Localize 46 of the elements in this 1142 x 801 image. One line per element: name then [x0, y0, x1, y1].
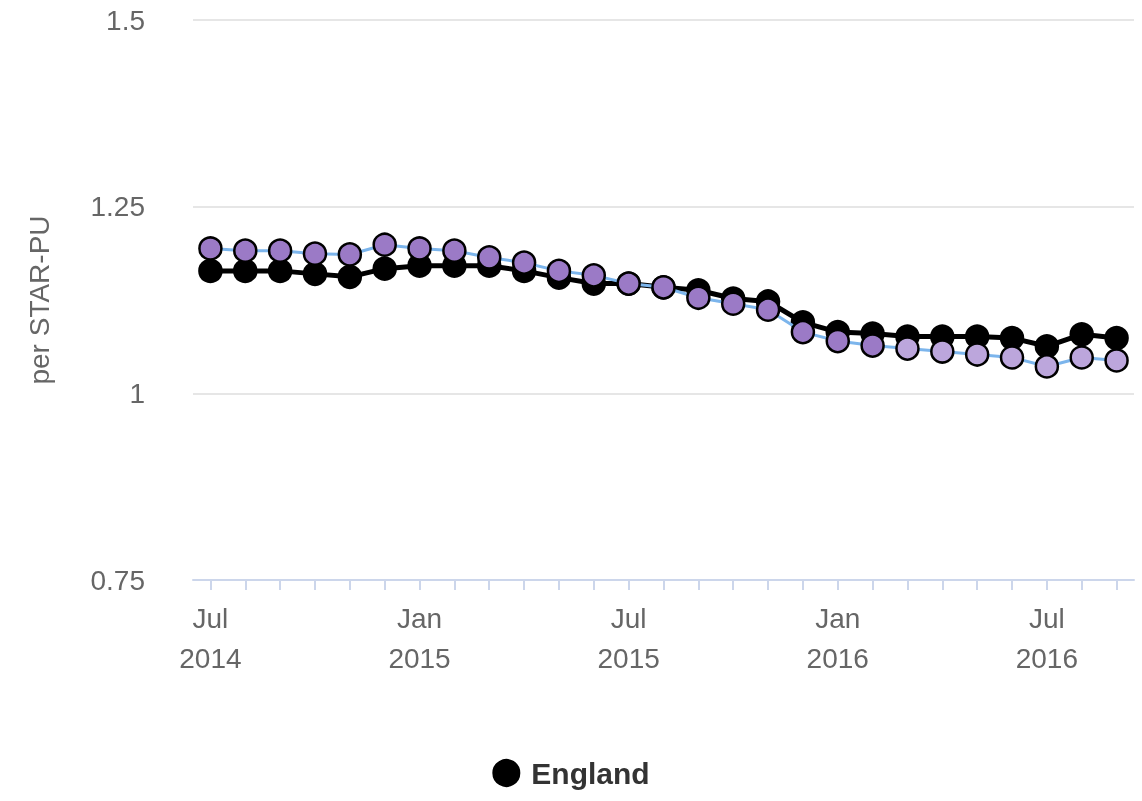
point	[233, 258, 258, 284]
point	[1034, 354, 1060, 379]
x-tick-label: Jul 2015	[597, 602, 660, 674]
point	[1069, 345, 1094, 370]
point	[1104, 348, 1129, 373]
x-tick-label: Jul 2014	[179, 602, 242, 674]
point	[477, 245, 502, 270]
point	[581, 263, 607, 288]
point	[860, 333, 885, 358]
y-tick-label: 1.5	[106, 4, 145, 36]
point	[198, 258, 223, 284]
point	[372, 256, 397, 281]
y-tick-label: 1.25	[90, 191, 145, 223]
point	[302, 261, 328, 287]
point	[442, 238, 467, 263]
point	[1069, 322, 1094, 347]
point	[964, 342, 990, 367]
x-tick-label: Jan 2016	[806, 602, 869, 674]
point	[267, 258, 293, 284]
point	[198, 236, 223, 261]
point	[790, 319, 816, 345]
x-tick-label: Jul 2016	[1015, 602, 1079, 674]
point	[267, 238, 293, 263]
point	[720, 291, 746, 316]
y-tick-label: 1	[129, 377, 145, 409]
point	[407, 236, 432, 261]
y-tick-label: 0.75	[90, 564, 145, 596]
point	[372, 232, 397, 257]
point	[233, 238, 258, 263]
point	[999, 345, 1025, 370]
point	[686, 285, 711, 310]
y-axis-title: per STAR-PU	[23, 215, 55, 385]
x-tick-label: Jan 2015	[388, 602, 451, 674]
point	[511, 250, 537, 275]
point	[302, 241, 328, 266]
point	[999, 325, 1025, 351]
point	[1034, 334, 1060, 359]
point	[1104, 325, 1129, 351]
point	[755, 297, 781, 322]
point	[895, 336, 920, 361]
point	[546, 258, 572, 284]
point	[337, 264, 363, 290]
point	[930, 339, 955, 364]
point	[337, 242, 363, 267]
point	[825, 328, 851, 354]
legend-label: England	[531, 756, 650, 790]
